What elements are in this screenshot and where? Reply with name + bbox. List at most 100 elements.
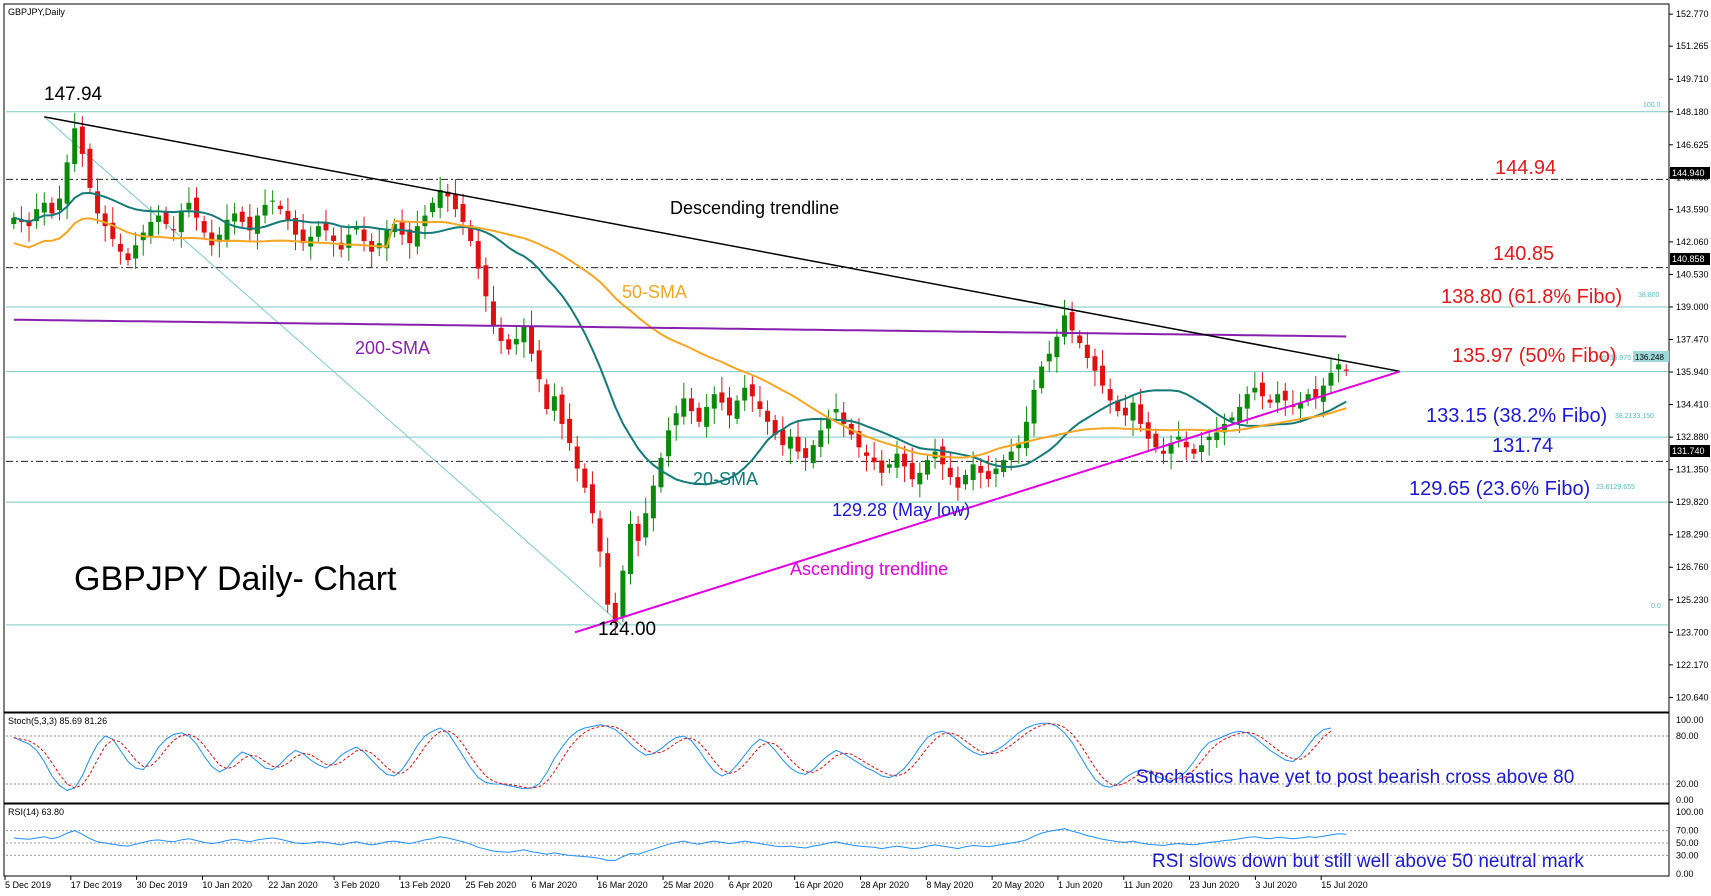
candle-body	[810, 445, 816, 464]
candle-body	[262, 204, 268, 216]
fibo-diagonal	[43, 116, 624, 627]
fibo-tag: 0.0135.975	[1596, 355, 1631, 362]
candle-body	[490, 301, 496, 327]
y-tick-label: 129.820	[1676, 497, 1709, 507]
candle-body	[940, 446, 946, 465]
x-tick-label: 16 Apr 2020	[795, 880, 844, 890]
candle-body	[338, 242, 344, 250]
rsi-panel-frame	[3, 803, 1670, 877]
rsi-note: RSI slows down but still well above 50 n…	[1152, 851, 1584, 872]
candle-body	[894, 453, 900, 468]
candle-body	[1031, 389, 1037, 424]
annotation-level-13880: 138.80 (61.8% Fibo)	[1441, 286, 1622, 308]
y-tick-label: 128.290	[1676, 530, 1709, 540]
y-tick-label: 135.940	[1676, 367, 1709, 377]
x-tick-label: 3 Feb 2020	[334, 880, 380, 890]
fibo-tag: 23.6129.655	[1596, 484, 1635, 491]
x-tick-label: 13 Feb 2020	[400, 880, 451, 890]
candle-body	[1259, 382, 1265, 397]
price-tag-bg	[1670, 445, 1710, 457]
candle-body	[1320, 385, 1326, 402]
fibo-tag: 38.800	[1638, 292, 1660, 299]
candle-body	[643, 513, 649, 538]
candle-body	[1206, 436, 1212, 441]
candle-body	[445, 191, 451, 197]
candle-body	[1168, 443, 1174, 454]
candle-body	[102, 213, 108, 227]
stoch-tick-label: 0.00	[1676, 795, 1694, 805]
time-axis: 5 Dec 2019 17 Dec 2019 30 Dec 2019 10 Jan 2…	[4, 876, 1368, 890]
fibo-levels	[6, 111, 1668, 627]
candle-body	[1237, 406, 1243, 423]
candle-body	[544, 384, 550, 410]
candle-body	[955, 477, 961, 488]
candle-body	[315, 226, 321, 237]
candle-body	[483, 265, 489, 297]
candle-body	[41, 202, 47, 213]
candle-body	[155, 215, 161, 222]
candle-body	[110, 222, 116, 239]
candle-body	[1336, 364, 1342, 370]
candle-body	[582, 468, 588, 488]
candle-body	[468, 225, 474, 242]
candle-body	[399, 222, 405, 235]
candle-body	[726, 397, 732, 416]
sma200-line	[13, 318, 1347, 338]
annotation-high: 147.94	[44, 84, 103, 105]
x-tick-label: 11 Jun 2020	[1124, 880, 1173, 890]
trendlines	[44, 116, 1401, 634]
candle-body	[1252, 387, 1258, 393]
candle-body	[72, 128, 78, 165]
rsi-lines: 100.00 70.00 50.00 30.00 0.00	[6, 807, 1704, 879]
candle-body	[1061, 315, 1067, 337]
x-tick-label: 16 Mar 2020	[597, 880, 648, 890]
x-tick-label: 3 Jul 2020	[1255, 880, 1297, 890]
candle-body	[803, 448, 809, 458]
candle-body	[574, 446, 580, 469]
candle-body	[1328, 372, 1334, 386]
candle-body	[125, 253, 131, 261]
candle-body	[1183, 441, 1189, 448]
x-tick-label: 6 Mar 2020	[531, 880, 577, 890]
candle-body	[1092, 356, 1098, 371]
y-tick-label: 140.530	[1676, 269, 1709, 279]
y-tick-label: 142.060	[1676, 237, 1709, 247]
candle-body	[924, 460, 930, 475]
candle-body	[513, 338, 519, 345]
x-tick-label: 25 Mar 2020	[663, 880, 714, 890]
x-tick-label: 20 May 2020	[992, 880, 1044, 890]
candle-body	[658, 457, 664, 488]
x-tick-label: 10 Jan 2020	[202, 880, 252, 890]
candle-body	[209, 232, 215, 246]
candle-body	[871, 457, 877, 463]
candle-body	[536, 350, 542, 380]
candle-body	[95, 191, 101, 214]
candle-body	[1084, 344, 1090, 358]
candle-body	[1191, 449, 1197, 454]
candle-body	[559, 394, 565, 424]
x-tick-label: 23 Jun 2020	[1190, 880, 1240, 890]
candle-body	[856, 431, 862, 448]
candle-body	[475, 241, 481, 269]
y-tick-label: 132.880	[1676, 432, 1709, 442]
y-tick-label: 126.760	[1676, 562, 1709, 572]
candle-body	[1077, 335, 1083, 344]
candle-body	[148, 221, 154, 236]
candle-body	[1160, 450, 1166, 454]
candle-body	[1229, 417, 1235, 421]
candle-body	[1054, 336, 1060, 358]
candle-body	[407, 229, 413, 244]
candle-body	[597, 518, 603, 552]
candle-body	[1244, 394, 1250, 409]
candle-body	[1069, 312, 1075, 331]
x-tick-label: 22 Jan 2020	[268, 880, 318, 890]
candle-body	[201, 221, 207, 233]
candle-body	[742, 387, 748, 401]
candle-body	[133, 245, 139, 259]
candle-body	[323, 222, 329, 231]
candle-body	[1039, 366, 1045, 389]
x-tick-label: 6 Apr 2020	[729, 880, 773, 890]
candle-body	[628, 523, 634, 575]
